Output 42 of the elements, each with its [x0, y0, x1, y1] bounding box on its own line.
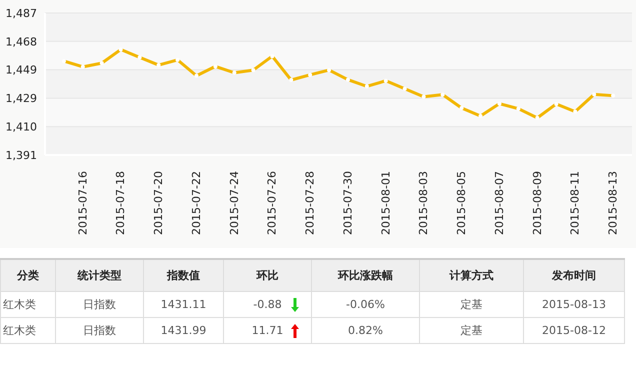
y-tick-label: 1,429: [6, 92, 37, 106]
x-tick-label: 2015-08-01: [379, 171, 392, 235]
x-tick-label: 2015-07-22: [190, 171, 203, 235]
y-tick-label: 1,449: [6, 64, 37, 77]
text: 红木类: [3, 324, 36, 336]
y-tick-label: 1,410: [6, 120, 37, 134]
text: 定基: [460, 298, 482, 310]
text: 红木类: [3, 298, 36, 310]
y-tick-label: 1,468: [6, 35, 37, 48]
x-tick-label: 2015-08-11: [568, 171, 582, 235]
x-tick-label: 2015-08-09: [530, 171, 544, 235]
x-tick-label: 2015-08-07: [492, 171, 506, 235]
text: 定基: [460, 324, 482, 336]
x-tick-label: 2015-07-18: [114, 171, 128, 235]
text: 11.71: [252, 324, 284, 336]
text: -0.06%: [346, 298, 385, 310]
text: 1431.99: [160, 324, 206, 336]
text: 日指数: [83, 324, 116, 336]
y-tick-label: 1,391: [6, 148, 37, 162]
x-tick-label: 2015-08-03: [417, 171, 430, 235]
text: 计算方式: [450, 268, 494, 282]
text: 分类: [17, 268, 39, 282]
x-tick-label: 2015-07-24: [228, 171, 241, 235]
x-tick-label: 2015-07-16: [76, 171, 90, 235]
x-tick-label: 2015-08-13: [606, 171, 620, 235]
text: -0.88: [253, 298, 282, 310]
text: 2015-08-13: [542, 298, 606, 310]
x-tick-label: 2015-07-26: [266, 171, 279, 235]
x-tick-label: 2015-07-20: [152, 171, 166, 235]
text: 2015-08-12: [542, 324, 606, 336]
text: 发布时间: [552, 268, 596, 282]
text: 环比: [256, 268, 278, 282]
text: 日指数: [83, 298, 116, 310]
y-tick-label: 1,487: [6, 6, 37, 20]
text: 1431.11: [160, 298, 206, 310]
text: 环比涨跌幅: [338, 268, 393, 282]
x-tick-label: 2015-07-30: [341, 171, 354, 235]
x-tick-label: 2015-08-05: [455, 171, 468, 235]
text: 0.82%: [348, 324, 383, 336]
text: 指数值: [167, 268, 200, 282]
text: 统计类型: [78, 268, 122, 282]
x-tick-label: 2015-07-28: [304, 171, 317, 235]
